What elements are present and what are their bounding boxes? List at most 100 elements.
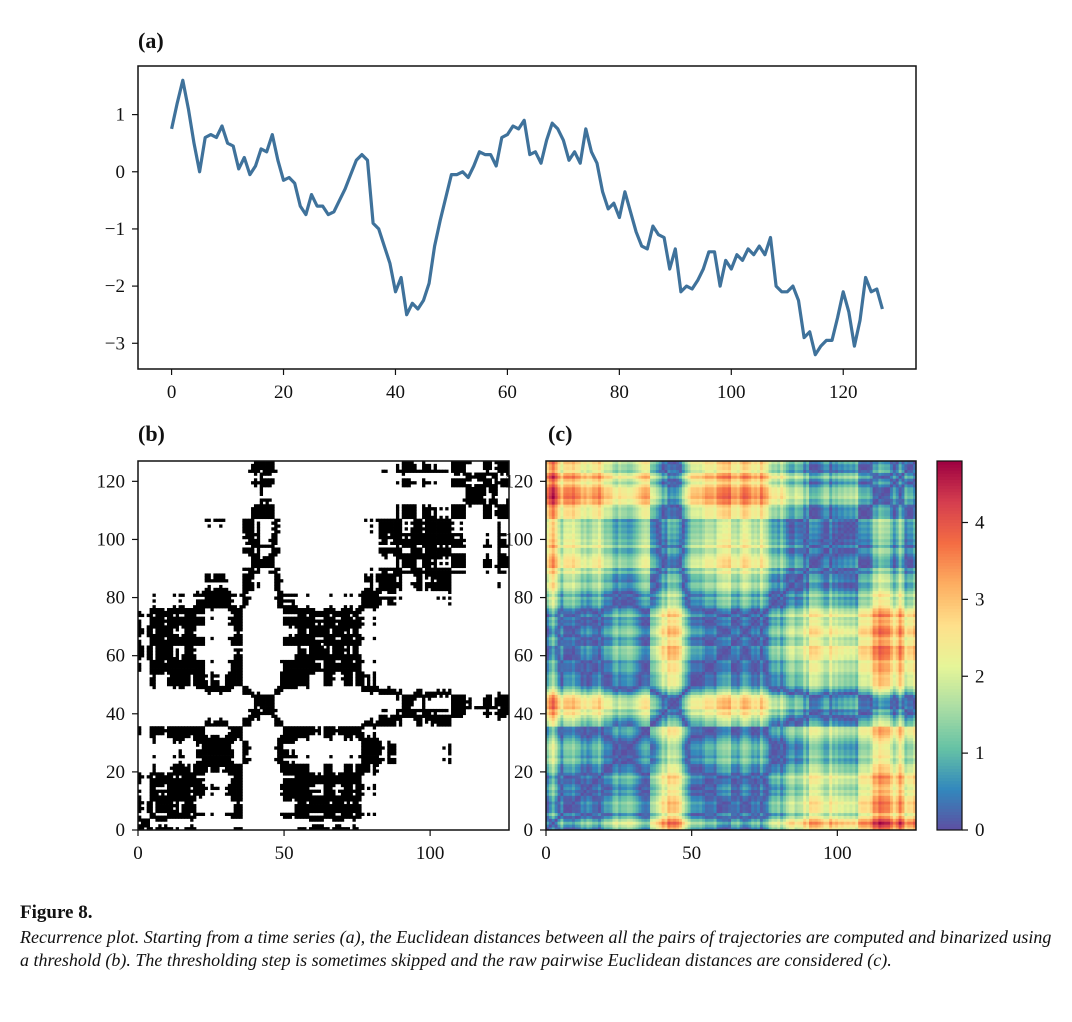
recurrence-cell	[152, 795, 156, 799]
recurrence-cell	[219, 584, 223, 589]
recurrence-cell	[427, 507, 432, 511]
recurrence-cell	[190, 665, 194, 669]
recurrence-cell	[166, 665, 171, 669]
recurrence-cell	[169, 809, 174, 814]
distance-cell	[548, 778, 553, 782]
recurrence-cell	[184, 662, 188, 667]
recurrence-cell	[335, 778, 339, 782]
recurrence-cell	[375, 755, 379, 759]
recurrence-cell	[326, 769, 330, 773]
recurrence-cell	[311, 806, 316, 811]
recurrence-cell	[204, 737, 208, 742]
distance-cell	[551, 561, 556, 566]
recurrence-cell	[280, 746, 284, 750]
recurrence-cell	[424, 553, 429, 557]
recurrence-cell	[416, 688, 420, 693]
recurrence-cell	[410, 515, 414, 520]
recurrence-cell	[395, 559, 400, 563]
recurrence-cell	[314, 665, 319, 669]
recurrence-cell	[393, 602, 397, 606]
recurrence-cell	[485, 708, 490, 713]
recurrence-cell	[251, 481, 255, 485]
recurrence-cell	[265, 703, 269, 707]
recurrence-cell	[161, 818, 165, 822]
recurrence-cell	[381, 567, 385, 571]
recurrence-cell	[375, 688, 379, 693]
recurrence-cell	[172, 685, 177, 690]
recurrence-cell	[190, 775, 194, 779]
recurrence-cell	[187, 682, 191, 687]
recurrence-cell	[506, 544, 510, 548]
recurrence-cell	[366, 593, 371, 597]
recurrence-cell	[459, 570, 464, 574]
recurrence-cell	[282, 668, 287, 672]
recurrence-cell	[248, 714, 252, 718]
recurrence-cell	[326, 657, 330, 661]
recurrence-cell	[285, 749, 290, 753]
distance-cell	[551, 801, 556, 805]
recurrence-cell	[369, 596, 374, 600]
recurrence-cell	[253, 478, 258, 482]
recurrence-cell	[340, 729, 345, 733]
recurrence-cell	[204, 769, 208, 773]
recurrence-cell	[416, 723, 420, 727]
recurrence-cell	[398, 535, 403, 540]
recurrence-cell	[474, 484, 478, 488]
recurrence-cell	[309, 827, 313, 831]
distance-cell	[551, 567, 556, 571]
recurrence-cell	[416, 720, 420, 724]
recurrence-cell	[456, 478, 461, 482]
recurrence-cell	[224, 599, 229, 603]
recurrence-cell	[410, 504, 414, 508]
recurrence-cell	[340, 772, 345, 776]
recurrence-cell	[329, 792, 333, 796]
recurrence-cell	[459, 527, 464, 531]
recurrence-cell	[285, 812, 290, 816]
recurrence-cell	[195, 622, 200, 626]
recurrence-cell	[349, 610, 353, 615]
recurrence-cell	[451, 521, 455, 525]
recurrence-cell	[297, 639, 301, 644]
recurrence-cell	[251, 544, 255, 548]
recurrence-cell	[195, 789, 200, 793]
recurrence-cell	[288, 610, 293, 615]
recurrence-cell	[300, 665, 304, 669]
recurrence-cell	[274, 757, 278, 762]
recurrence-cell	[242, 576, 246, 580]
recurrence-cell	[274, 576, 278, 580]
recurrence-cell	[456, 703, 461, 707]
recurrence-cell	[138, 827, 142, 831]
recurrence-cell	[219, 720, 223, 724]
distance-cell	[551, 749, 556, 753]
distance-cell	[546, 804, 550, 808]
recurrence-cell	[381, 587, 385, 592]
recurrence-cell	[358, 812, 362, 816]
recurrence-cell	[204, 757, 208, 762]
recurrence-cell	[285, 760, 290, 765]
recurrence-cell	[230, 778, 235, 782]
recurrence-cell	[256, 530, 261, 534]
recurrence-cell	[256, 553, 261, 557]
recurrence-cell	[149, 827, 153, 831]
recurrence-cell	[349, 731, 353, 736]
recurrence-cell	[297, 815, 301, 819]
recurrence-cell	[477, 475, 481, 479]
recurrence-cell	[224, 685, 229, 690]
recurrence-cell	[427, 535, 432, 540]
recurrence-cell	[364, 746, 368, 750]
recurrence-cell	[207, 579, 211, 583]
recurrence-cell	[242, 518, 246, 522]
recurrence-cell	[355, 636, 359, 641]
recurrence-cell	[230, 726, 235, 730]
recurrence-cell	[282, 798, 287, 802]
recurrence-cell	[494, 700, 498, 704]
recurrence-cell	[181, 654, 185, 658]
recurrence-cell	[216, 740, 220, 744]
recurrence-cell	[343, 778, 348, 782]
recurrence-cell	[488, 486, 493, 491]
recurrence-cell	[439, 507, 443, 511]
recurrence-cell	[166, 668, 171, 672]
recurrence-cell	[358, 654, 362, 658]
recurrence-cell	[248, 538, 252, 543]
recurrence-cell	[207, 763, 211, 767]
